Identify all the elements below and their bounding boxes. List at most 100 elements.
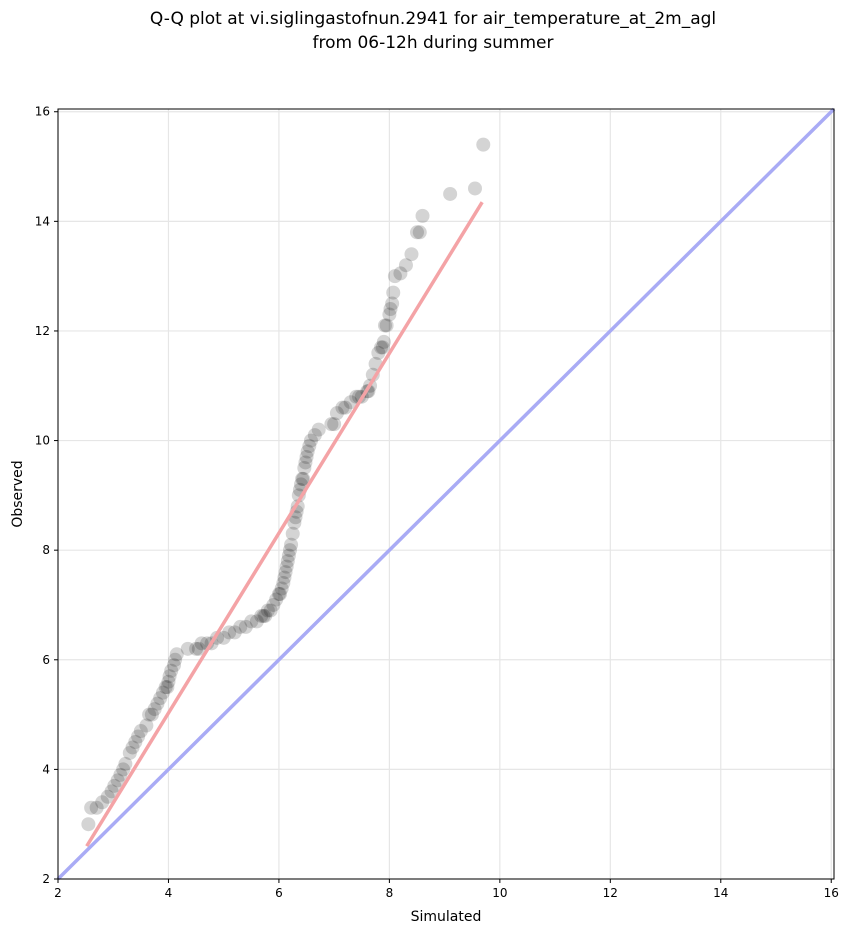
qq-point <box>269 592 284 607</box>
qq-point <box>335 400 350 415</box>
qq-point <box>327 417 342 432</box>
qq-point <box>249 614 264 629</box>
qq-point <box>387 269 402 284</box>
qq-point <box>107 778 122 793</box>
qq-point <box>189 641 204 656</box>
x-tick-label: 6 <box>275 886 283 900</box>
x-tick-label: 10 <box>492 886 507 900</box>
qq-point <box>222 625 237 640</box>
qq-point <box>338 400 353 415</box>
qq-point <box>258 608 273 623</box>
qq-point <box>298 455 313 470</box>
x-tick-label: 12 <box>603 886 618 900</box>
qq-point <box>233 619 248 634</box>
x-tick-label: 16 <box>824 886 839 900</box>
qq-point <box>133 724 148 739</box>
qq-point <box>412 225 427 240</box>
qq-point <box>147 702 162 717</box>
qq-point <box>285 526 300 541</box>
reference-lines <box>56 107 836 881</box>
qq-point <box>383 302 398 317</box>
qq-point <box>158 680 173 695</box>
qq-point <box>280 554 295 569</box>
x-tick-label: 14 <box>713 886 728 900</box>
qq-point <box>279 559 294 574</box>
qq-point <box>287 515 302 530</box>
qq-point <box>376 334 391 349</box>
qq-point <box>191 641 206 656</box>
y-axis-ticks: 2 4 6 8 10 12 14 16 <box>35 105 58 886</box>
qq-point <box>100 789 115 804</box>
qq-point <box>113 767 128 782</box>
x-axis-label: Simulated <box>411 909 482 925</box>
qq-point <box>375 340 390 355</box>
y-tick-label: 12 <box>35 324 50 338</box>
qq-point <box>81 817 96 832</box>
qq-point <box>266 597 281 612</box>
x-tick-label: 4 <box>165 886 173 900</box>
y-tick-label: 16 <box>35 105 50 119</box>
qq-point <box>161 674 176 689</box>
y-tick-label: 6 <box>42 653 50 667</box>
qq-point <box>116 762 131 777</box>
qq-point <box>150 696 165 711</box>
qq-point <box>256 608 271 623</box>
qq-point <box>155 685 170 700</box>
x-axis-ticks: 2 4 6 8 10 12 14 16 <box>54 879 839 900</box>
qq-point <box>386 285 401 300</box>
qq-point <box>329 406 344 421</box>
qq-point <box>324 417 339 432</box>
qq-point <box>244 614 259 629</box>
qq-point <box>144 707 159 722</box>
qq-point <box>128 734 143 749</box>
qq-point <box>295 471 310 486</box>
qq-point <box>277 570 292 585</box>
qq-point <box>374 340 389 355</box>
qq-point <box>282 543 297 558</box>
qq-point <box>122 745 137 760</box>
qq-point <box>476 137 491 152</box>
x-tick-label: 2 <box>54 886 62 900</box>
qq-point <box>276 576 291 591</box>
qq-point <box>164 663 179 678</box>
qq-point <box>294 477 309 492</box>
qq-point <box>153 691 168 706</box>
qq-point <box>271 587 286 602</box>
qq-point <box>216 630 231 645</box>
qq-point <box>142 707 157 722</box>
qq-point <box>385 296 400 311</box>
y-tick-label: 8 <box>42 543 50 557</box>
plot-area-frame <box>57 108 835 880</box>
qq-point <box>110 773 125 788</box>
qq-point <box>443 186 458 201</box>
qq-point <box>238 619 253 634</box>
qq-point <box>104 784 119 799</box>
qq-point <box>398 258 413 273</box>
qq-point <box>95 795 110 810</box>
qq-point <box>303 433 318 448</box>
qq-point <box>139 718 154 733</box>
qq-point <box>263 603 278 618</box>
qq-point <box>297 460 312 475</box>
x-tick-label: 8 <box>386 886 394 900</box>
qq-point <box>260 603 275 618</box>
qq-point <box>162 669 177 684</box>
qq-point <box>382 307 397 322</box>
qq-point <box>404 247 419 262</box>
qq-point <box>393 266 408 281</box>
data-points <box>81 137 491 832</box>
chart-title-line-1: Q-Q plot at vi.siglingastofnun.2941 for … <box>150 9 716 29</box>
qq-point <box>377 318 392 333</box>
grid <box>57 109 834 880</box>
qq-point <box>169 647 184 662</box>
qq-point <box>254 608 269 623</box>
qq-point <box>194 636 209 651</box>
y-tick-label: 2 <box>42 872 50 886</box>
qq-point <box>84 800 99 815</box>
qq-point <box>131 729 146 744</box>
fit-line <box>85 201 484 848</box>
chart-title-line-2: from 06-12h during summer <box>313 33 554 53</box>
qq-point <box>302 439 317 454</box>
qq-point <box>118 756 133 771</box>
